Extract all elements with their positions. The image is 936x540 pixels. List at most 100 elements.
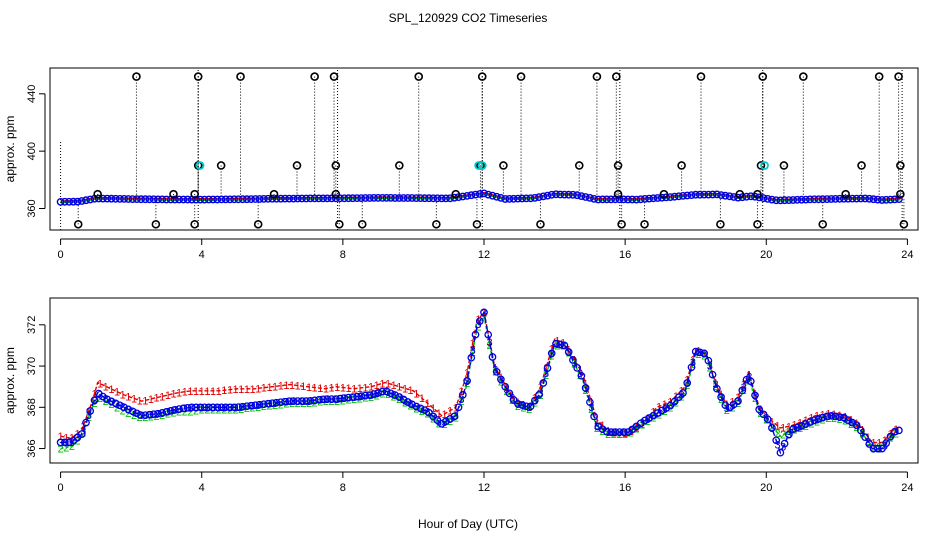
top-spike-point	[779, 161, 789, 170]
top-y-axis: 360 400 440	[26, 85, 46, 218]
bottom-series-3-point	[86, 407, 95, 415]
bottom-series-1-marker: 1	[80, 421, 86, 433]
top-baseline-point	[873, 195, 882, 204]
top-baseline-point	[823, 195, 831, 204]
bottom-series-3-point	[166, 407, 175, 415]
top-baseline-point	[835, 194, 844, 203]
bottom-series-2-marker: 2	[86, 412, 92, 424]
bottom-series-3-point	[374, 389, 382, 397]
bottom-series-3-marker: 3	[616, 427, 622, 439]
bottom-y-tick-label: 366	[26, 439, 38, 457]
bottom-series-3-point	[145, 410, 154, 419]
top-baseline-point	[696, 190, 704, 199]
bottom-series-2-marker: 2	[63, 443, 69, 455]
top-baseline-point	[641, 194, 649, 203]
bottom-series-1-marker: 1	[786, 421, 792, 433]
top-baseline-point	[814, 195, 823, 204]
top-spike-point	[536, 219, 545, 229]
bottom-series-3-point	[272, 398, 281, 407]
bottom-series-3-point	[302, 397, 311, 405]
bottom-series-3-marker: 3	[780, 442, 786, 454]
bottom-series-1-marker: 1	[357, 383, 363, 395]
bottom-series-3-point	[348, 393, 357, 401]
bottom-series-1-marker: 1	[306, 382, 312, 394]
bottom-x-tick-label: 24	[901, 482, 913, 494]
bottom-series-2-marker: 2	[752, 393, 758, 405]
bottom-series-3-point	[243, 402, 251, 411]
bottom-series-3-point	[683, 379, 692, 387]
bottom-series-3-point	[615, 428, 624, 436]
top-spike-point	[169, 189, 178, 199]
bottom-series-3-point	[221, 403, 230, 412]
top-baseline-point	[73, 197, 82, 206]
bottom-series-3-point	[691, 347, 700, 356]
bottom-y-tick-label: 372	[26, 316, 38, 334]
top-baseline-point	[293, 194, 302, 203]
bottom-series-1-marker: 1	[317, 383, 323, 395]
top-baseline-point	[653, 194, 662, 202]
top-baseline-point	[374, 193, 382, 202]
bottom-series-2-marker: 2	[80, 427, 86, 439]
top-baseline-point	[636, 195, 645, 204]
top-baseline-point	[391, 194, 399, 202]
bottom-series-1-marker: 1	[724, 399, 730, 411]
bottom-series-1-marker: 1	[379, 378, 385, 390]
top-baseline-point	[717, 191, 725, 200]
bottom-series-2-marker: 2	[594, 423, 600, 435]
bottom-series-1-marker: 1	[131, 393, 137, 405]
bottom-series-1-marker: 1	[859, 424, 865, 436]
bottom-series-2-marker: 2	[577, 370, 583, 382]
bottom-series-3-marker: 3	[639, 417, 645, 429]
bottom-series-2-marker: 2	[741, 385, 747, 397]
bottom-series-3-point	[666, 401, 675, 410]
bottom-series-3-marker: 3	[537, 388, 543, 400]
bottom-series-1-marker: 1	[402, 383, 408, 395]
top-baseline-point	[679, 191, 687, 200]
bottom-series-3-marker: 3	[543, 368, 549, 380]
top-baseline-point	[569, 190, 577, 199]
bottom-series-2-marker: 2	[91, 398, 97, 410]
top-baseline-point	[704, 190, 713, 199]
bottom-series-3-point	[560, 341, 569, 350]
top-baseline-point	[628, 195, 637, 204]
top-spike-point	[414, 72, 424, 81]
bottom-series-3-marker: 3	[752, 390, 758, 402]
bottom-series-3-point	[602, 427, 611, 436]
bottom-series-1-marker: 1	[475, 314, 481, 326]
top-baseline-point	[649, 194, 658, 203]
bottom-series-3-point	[581, 384, 590, 392]
bottom-series-2-marker: 2	[69, 441, 75, 453]
bottom-series-2-marker: 2	[481, 312, 487, 324]
bottom-series-3-point	[717, 393, 725, 401]
top-x-tick-label: 0	[58, 249, 64, 261]
bottom-series-3-point	[327, 395, 336, 403]
bottom-series-3-point	[315, 395, 323, 404]
top-baseline-point	[721, 191, 730, 200]
bottom-series-3-marker: 3	[633, 421, 639, 433]
bottom-series-3-point	[204, 403, 213, 412]
top-baseline-point	[365, 194, 374, 202]
top-baseline-point	[526, 194, 535, 203]
bottom-series-1-marker: 1	[249, 384, 255, 396]
top-baseline-point	[120, 194, 129, 203]
top-baseline-point	[882, 195, 891, 204]
top-baseline-point	[209, 195, 217, 204]
bottom-series-1-marker: 1	[193, 386, 199, 398]
bottom-series-3-point	[751, 391, 759, 400]
bottom-series-3-point	[480, 308, 488, 317]
bottom-series-3-marker: 3	[125, 404, 131, 416]
top-baseline-point	[56, 197, 65, 206]
bottom-series-3-marker: 3	[470, 345, 476, 357]
figure-title: SPL_120929 CO2 Timeseries	[389, 11, 548, 25]
top-baseline-point	[691, 190, 700, 199]
top-baseline-point	[780, 196, 789, 205]
bottom-series-3-point	[336, 394, 344, 403]
bottom-series-1-marker: 1	[594, 415, 600, 427]
top-baseline-point	[742, 192, 751, 201]
bottom-series-1-marker: 1	[278, 381, 284, 393]
bottom-series-1-marker: 1	[408, 385, 414, 397]
top-baseline-point	[319, 194, 327, 203]
bottom-series-3-point	[264, 399, 272, 408]
